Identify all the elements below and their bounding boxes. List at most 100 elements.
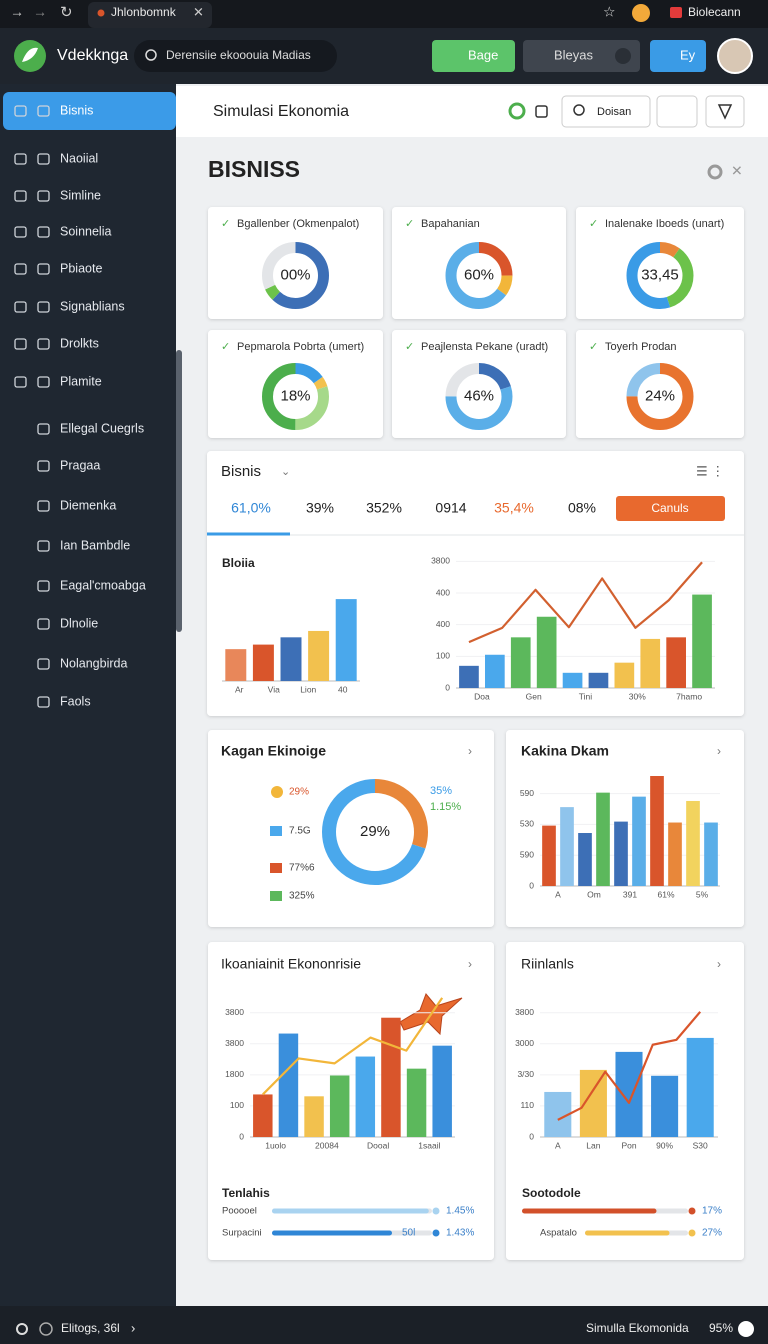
x-tick-label: 30% [629,691,646,701]
forward[interactable]: → [33,4,47,20]
donut-segment [626,242,694,309]
profile-icon [670,7,682,18]
donut-segment [445,363,513,430]
nav-item[interactable]: Faols [60,694,91,708]
nav-item[interactable]: Dlnolie [60,616,98,630]
share-button[interactable] [705,95,745,128]
back[interactable]: → [10,4,24,20]
nav-item[interactable]: Eagal'cmoabga [60,578,146,592]
bar [686,1037,714,1137]
tab[interactable]: 352% [366,500,402,516]
panel-more[interactable]: › [717,957,721,971]
bar [692,594,712,688]
bookmark[interactable]: ☆ [603,4,616,20]
panel-more[interactable]: › [717,744,721,758]
progress-bar [522,1208,657,1214]
footer-status[interactable] [738,1321,754,1337]
kpi-value: 00% [280,266,310,283]
x-tick-label: A [555,1140,561,1150]
nav-item[interactable]: Bisnis [60,103,93,117]
dot [432,1229,440,1237]
extension[interactable] [632,4,650,22]
kpi-card [392,330,566,438]
tab[interactable]: 35,4% [494,500,534,516]
footer-chevron[interactable]: › [131,1320,135,1335]
settings-icon[interactable] [508,102,526,120]
x-tick-label: Gen [526,691,542,701]
kpi-label: Pepmarola Pobrta (umert) [237,341,364,353]
profile[interactable]: Biolecann [688,5,741,19]
y-tick-label: 0 [529,1131,534,1141]
nav-item[interactable]: Drolkts [60,336,99,350]
dropdown[interactable]: ⌄ [281,466,290,478]
kpi-card [576,330,744,438]
nav-item[interactable]: Nolangbirda [60,656,127,670]
nav-icon [37,423,50,435]
tab-close[interactable]: ✕ [193,4,204,19]
y-tick-label: 100 [436,651,450,661]
nav-item[interactable]: Ellegal Cuegrls [60,421,144,435]
page-close[interactable]: ✕ [731,163,743,179]
nav-icon [14,338,27,350]
nav-item[interactable]: Pbiaote [60,261,102,275]
page-settings[interactable] [707,164,723,180]
x-tick-label: 7hamo [676,691,702,701]
cancel-button[interactable] [616,496,725,521]
donut-segment [262,242,329,309]
bar [640,638,661,688]
footer-left: Elitogs, 36l [61,1321,120,1335]
bar [632,796,646,886]
nav-icon [14,376,27,388]
tab[interactable]: 08% [568,500,596,516]
nav-item[interactable]: Signablians [60,299,125,313]
bar [225,649,247,681]
nav-item[interactable]: Ian Bambdle [60,538,130,552]
chart-title: Bloiia [222,556,255,570]
kpi-value: 46% [464,387,494,404]
nav-item[interactable]: Plamite [60,374,102,388]
panel-title: Ikoaniainit Ekononrisie [221,956,361,972]
search-box[interactable] [134,40,337,72]
nav-icon [37,580,50,592]
dot [688,1229,696,1237]
kpi-value: 60% [464,266,494,283]
nav-item[interactable]: Pragaa [60,458,100,472]
footer [0,1306,768,1344]
bar [406,1068,427,1137]
bar [668,822,682,886]
button-bleyas[interactable] [523,40,640,72]
browser-tab[interactable] [88,2,212,28]
share-panel [208,730,494,927]
toolbar-title: Simulasi Ekonomia [213,103,349,120]
tab[interactable]: 0914 [435,500,466,516]
panel-more[interactable]: › [468,957,472,971]
toolbar-button[interactable] [561,95,651,128]
toolbar-button-label: Doisan [597,106,631,118]
nav-item[interactable]: Diemenka [60,498,116,512]
button-bage[interactable] [432,40,515,72]
kpi-value: 18% [280,387,310,404]
footer-gear[interactable] [16,1323,28,1335]
brand: Vdekknga [57,47,128,64]
tab[interactable]: 39% [306,500,334,516]
bar [578,833,592,886]
reload[interactable]: ↻ [60,4,73,21]
nav-item[interactable]: Naoiial [60,151,98,165]
list-icon[interactable]: ☰ ⋮ [696,463,724,478]
nav-item[interactable]: Simline [60,188,101,202]
lock-icon[interactable] [535,105,548,118]
nav-icon [37,658,50,670]
nav-icon [37,696,50,708]
avatar[interactable] [717,38,753,74]
button-label: Bleyas [554,47,594,62]
tab[interactable]: 61,0% [231,500,271,516]
button-ey[interactable] [650,40,706,72]
panel-more[interactable]: › [468,744,472,758]
row-label: Aspatalo [540,1228,577,1239]
nav-item[interactable]: Soinnelia [60,224,111,238]
progress-bar [272,1208,429,1214]
donut-segment [445,242,513,309]
section-title: Sootodole [522,1186,581,1200]
print-button[interactable] [656,95,698,128]
